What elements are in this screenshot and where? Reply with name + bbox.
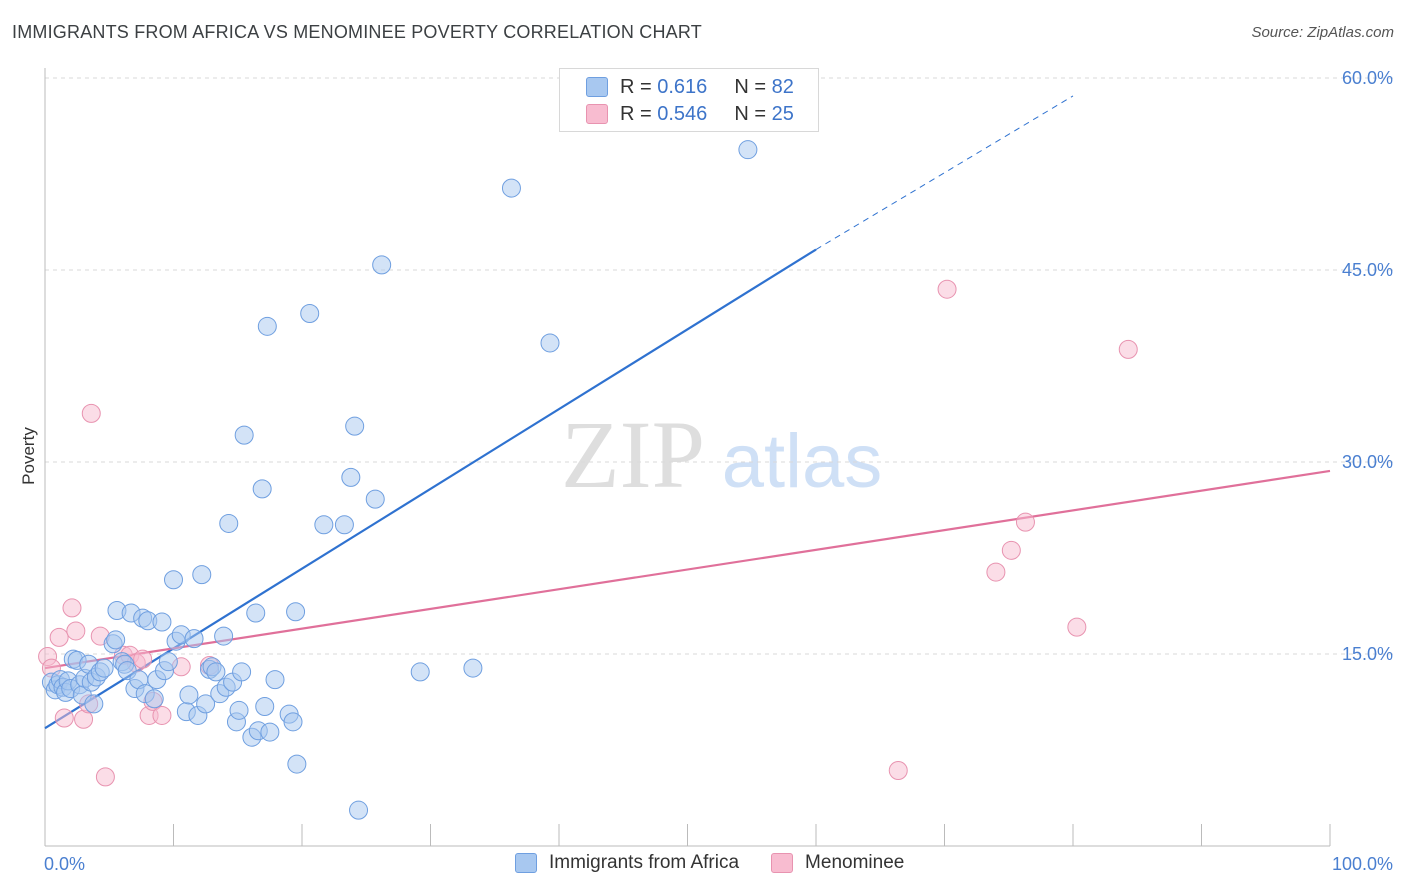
menominee-point xyxy=(1001,540,1021,560)
y-tick-label: 30.0% xyxy=(1342,452,1393,472)
tick-labels: 15.0% 30.0% 45.0% 60.0% 0.0% 100.0% xyxy=(44,68,1393,874)
immigrants-from-africa-point xyxy=(365,489,385,509)
menominee-point xyxy=(1067,617,1087,637)
menominee-point xyxy=(133,649,153,669)
immigrants-from-africa-point xyxy=(257,316,277,336)
legend-r-value: 0.546 xyxy=(657,102,708,125)
legend-n-value: 82 xyxy=(771,75,794,98)
watermark-atlas: atlas xyxy=(722,419,883,504)
gridlines xyxy=(45,77,1395,655)
immigrants-from-africa-point xyxy=(260,722,280,742)
immigrants-from-africa-point xyxy=(184,629,204,649)
immigrants-from-africa-point xyxy=(196,694,216,714)
immigrants-from-africa-point xyxy=(410,662,430,682)
immigrants-from-africa-point xyxy=(349,800,369,820)
legend-swatch-pink xyxy=(586,104,608,124)
immigrants-from-africa-point xyxy=(501,178,521,198)
menominee-point xyxy=(62,598,82,618)
legend-swatch-blue xyxy=(586,77,608,97)
menominee-trend-line xyxy=(44,469,1331,670)
series-legend-menominee[interactable]: Menominee xyxy=(771,852,904,874)
immigrants-from-africa-point xyxy=(372,255,392,275)
legend-r-label: R = xyxy=(620,102,652,125)
immigrants-from-africa-point xyxy=(341,467,361,487)
immigrants-from-africa-point xyxy=(463,658,483,678)
immigrants-from-africa-point xyxy=(106,630,126,650)
series-label-menominee: Menominee xyxy=(805,852,905,873)
chart-title: IMMIGRANTS FROM AFRICA VS MENOMINEE POVE… xyxy=(12,22,702,42)
immigrants-from-africa-point xyxy=(144,689,164,709)
immigrants-from-africa-point xyxy=(214,626,234,646)
immigrants-from-africa-point xyxy=(345,416,365,436)
x-tick-label: 0.0% xyxy=(44,854,85,874)
immigrants-from-africa-point xyxy=(192,565,212,585)
menominee-point xyxy=(81,403,101,423)
legend-n-value: 25 xyxy=(771,102,794,125)
series-label-immigrants: Immigrants from Africa xyxy=(549,852,740,873)
immigrants-from-africa-point xyxy=(283,712,303,732)
y-tick-label: 60.0% xyxy=(1342,68,1393,88)
immigrants-from-africa-point xyxy=(252,479,272,499)
immigrants-from-africa-point xyxy=(540,333,560,353)
immigrants-from-africa-point xyxy=(84,694,104,714)
immigrants-from-africa-point xyxy=(286,602,306,622)
immigrants-from-africa-point xyxy=(179,685,199,705)
series-legend: Immigrants from Africa Menominee xyxy=(515,852,936,874)
legend-row-immigrants: R = 0.616 N = 82 xyxy=(586,75,794,99)
immigrants-from-africa-point xyxy=(255,696,275,716)
x-tick-label: 100.0% xyxy=(1332,854,1393,874)
immigrants-from-africa-point xyxy=(265,670,285,690)
immigrants-from-africa-point xyxy=(334,515,354,535)
immigrants-from-africa-point xyxy=(738,140,758,160)
y-tick-label: 45.0% xyxy=(1342,260,1393,280)
legend-n-label: N = xyxy=(734,102,767,125)
menominee-point xyxy=(54,708,74,728)
immigrants-from-africa-point xyxy=(152,612,172,632)
series-legend-immigrants[interactable]: Immigrants from Africa xyxy=(515,852,739,874)
immigrants-from-africa-point xyxy=(300,304,320,324)
y-axis-title: Poverty xyxy=(19,427,38,485)
immigrants-from-africa-point xyxy=(234,425,254,445)
menominee-point xyxy=(152,705,172,725)
menominee-point xyxy=(49,627,69,647)
immigrants-from-africa-point xyxy=(229,700,249,720)
immigrants-from-africa-point xyxy=(164,570,183,590)
chart-source: Source: ZipAtlas.com xyxy=(1251,24,1394,41)
immigrants-from-africa-points xyxy=(41,140,758,820)
menominee-point xyxy=(1015,512,1035,532)
menominee-point xyxy=(937,279,957,299)
y-tick-label: 15.0% xyxy=(1342,644,1393,664)
axes xyxy=(44,68,1331,847)
menominee-point xyxy=(888,760,908,780)
immigrants-from-africa-point xyxy=(206,662,226,682)
watermark-zip: ZIP xyxy=(561,401,705,508)
immigrants-trend-extension xyxy=(815,95,1074,250)
legend-row-menominee: R = 0.546 N = 25 xyxy=(586,102,794,126)
series-swatch-pink xyxy=(771,853,794,873)
immigrants-from-africa-point xyxy=(232,662,252,682)
immigrants-from-africa-point xyxy=(287,754,307,774)
series-swatch-blue xyxy=(515,853,537,873)
menominee-point xyxy=(1118,339,1138,359)
correlation-legend: R = 0.616 N = 82 R = 0.546 N = 25 xyxy=(559,68,819,132)
immigrants-from-africa-point xyxy=(219,513,239,533)
immigrants-from-africa-point xyxy=(158,652,178,672)
menominee-point xyxy=(95,767,115,787)
immigrants-from-africa-point xyxy=(94,658,114,678)
legend-r-value: 0.616 xyxy=(657,75,708,98)
menominee-point xyxy=(66,621,86,641)
immigrants-from-africa-point xyxy=(314,515,334,535)
menominee-point xyxy=(986,562,1006,582)
immigrants-from-africa-point xyxy=(246,603,266,623)
legend-r-label: R = xyxy=(620,75,652,98)
legend-n-label: N = xyxy=(734,75,767,98)
watermark: ZIP atlas xyxy=(561,401,882,508)
